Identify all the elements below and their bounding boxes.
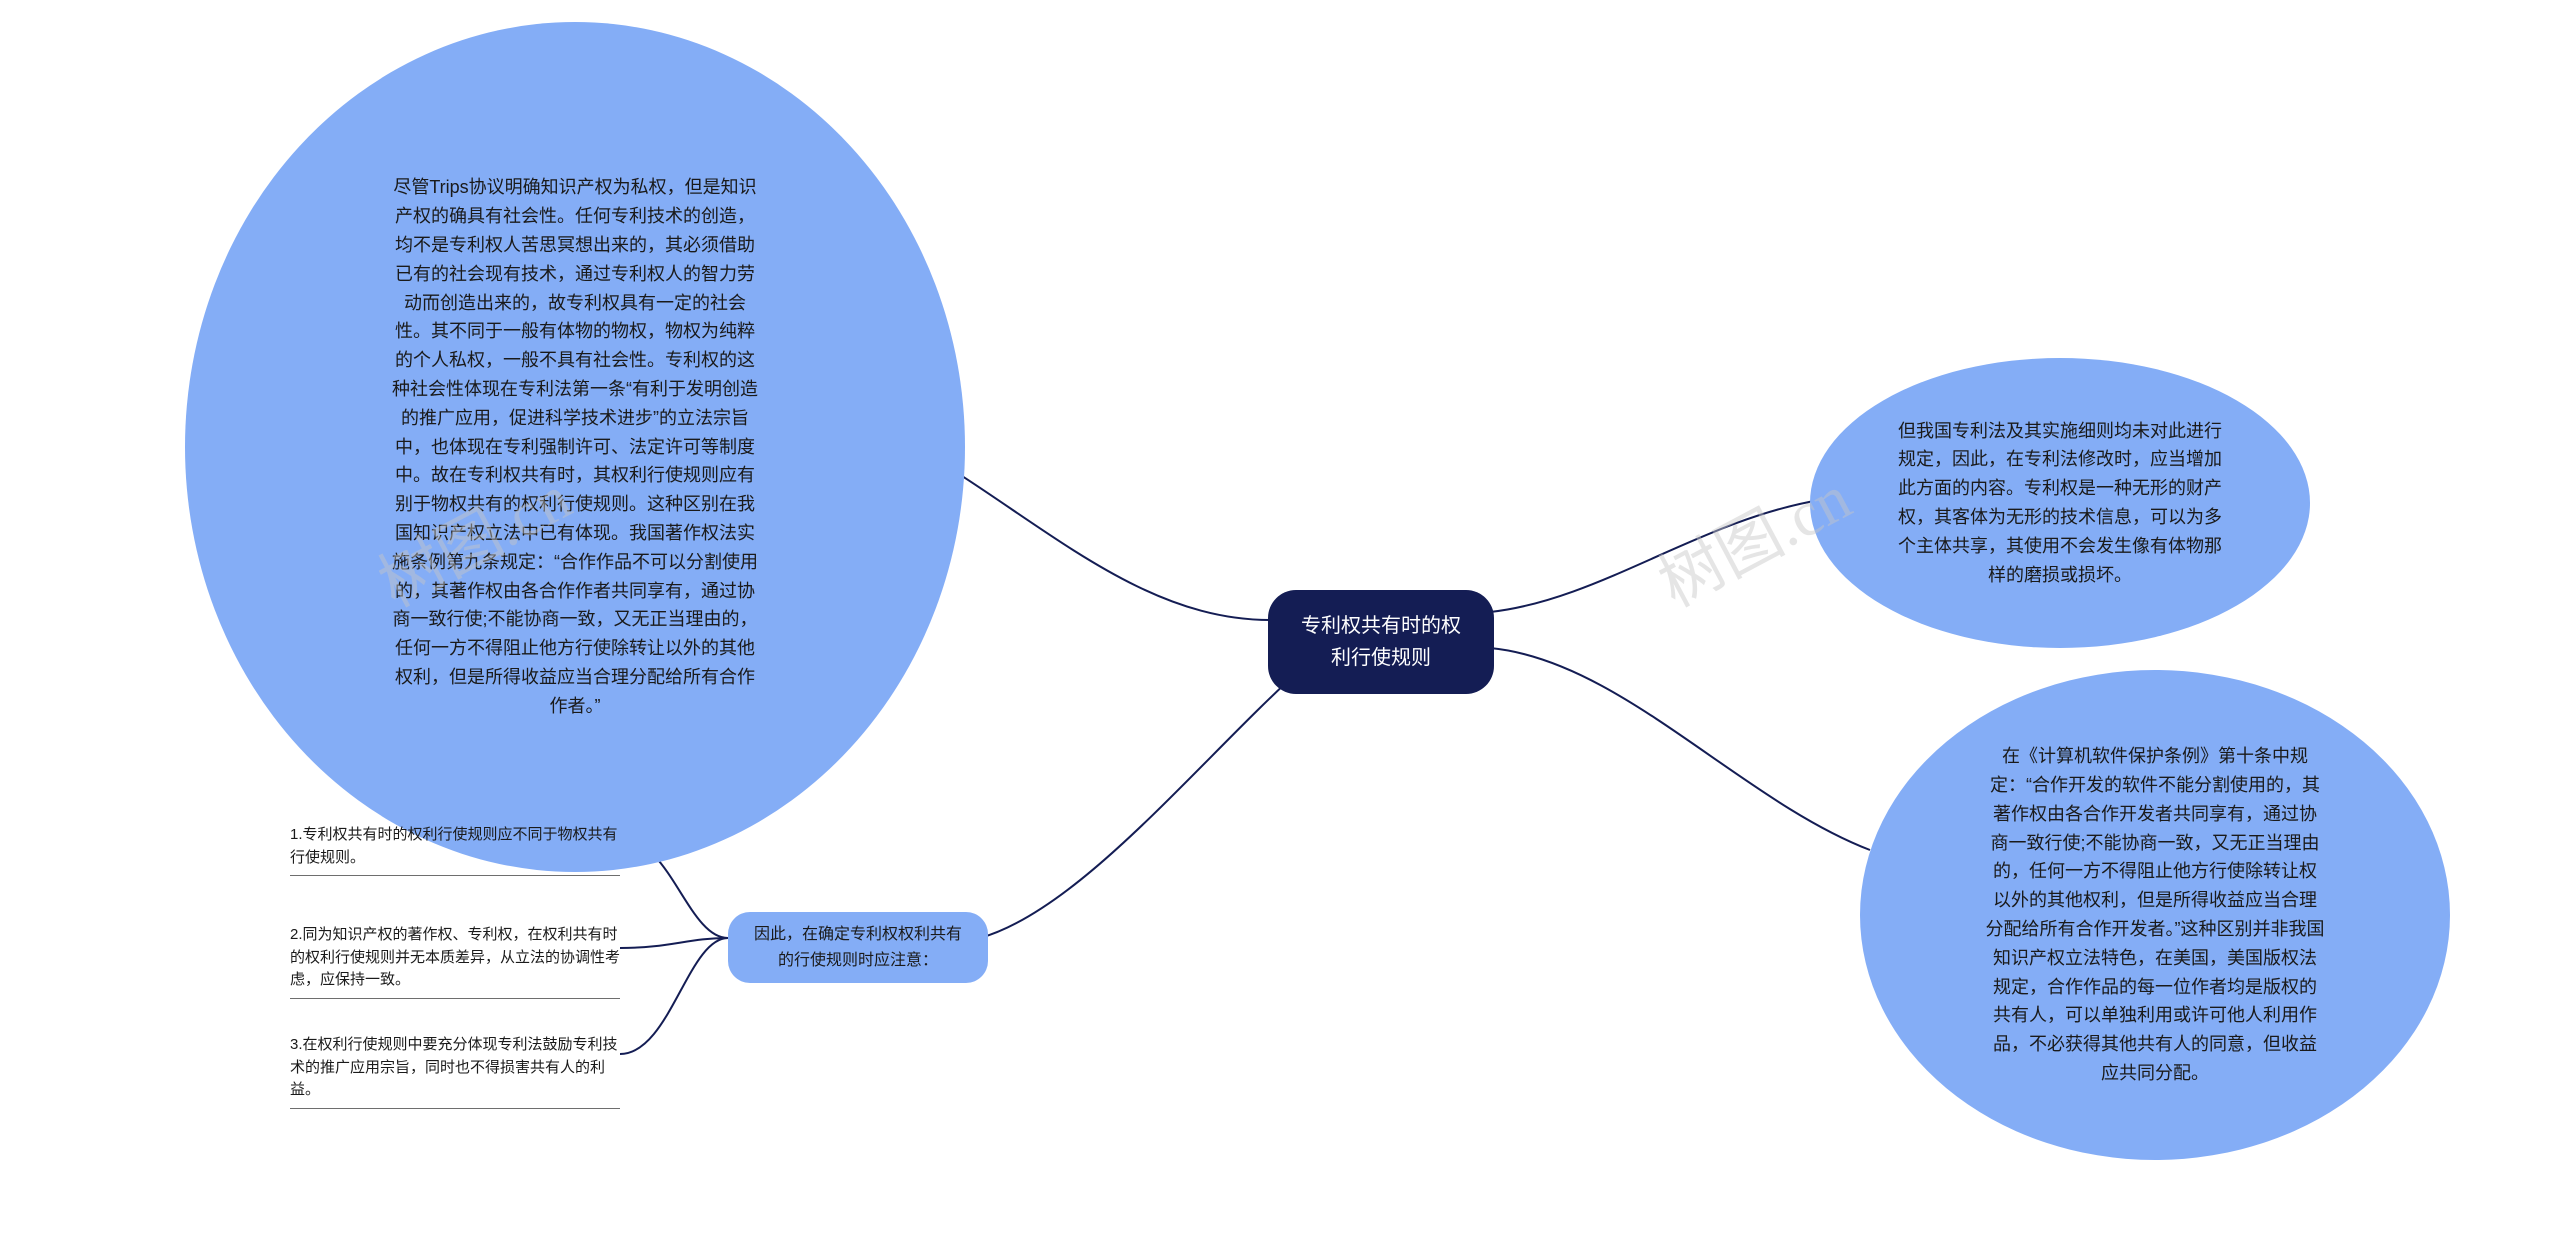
central-node-text: 专利权共有时的权利行使规则	[1298, 610, 1464, 674]
node-top-left-text: 尽管Trips协议明确知识产权为私权，但是知识产权的确具有社会性。任何专利技术的…	[390, 173, 760, 720]
node-right-upper-text: 但我国专利法及其实施细则均未对此进行规定，因此，在专利法修改时，应当增加此方面的…	[1895, 417, 2225, 590]
node-top-left: 尽管Trips协议明确知识产权为私权，但是知识产权的确具有社会性。任何专利技术的…	[185, 22, 965, 872]
leaf-3-text: 3.在权利行使规则中要充分体现专利法鼓励专利技术的推广应用宗旨，同时也不得损害共…	[290, 1034, 620, 1102]
leaf-2: 2.同为知识产权的著作权、专利权，在权利共有时的权利行使规则并无本质差异，从立法…	[290, 918, 620, 999]
node-bottom-pill: 因此，在确定专利权权利共有的行使规则时应注意：	[728, 912, 988, 983]
leaf-3: 3.在权利行使规则中要充分体现专利法鼓励专利技术的推广应用宗旨，同时也不得损害共…	[290, 1028, 620, 1109]
node-right-upper: 但我国专利法及其实施细则均未对此进行规定，因此，在专利法修改时，应当增加此方面的…	[1810, 358, 2310, 648]
node-right-lower-text: 在《计算机软件保护条例》第十条中规定：“合作开发的软件不能分割使用的，其著作权由…	[1985, 742, 2325, 1088]
central-node: 专利权共有时的权利行使规则	[1268, 590, 1494, 694]
leaf-2-text: 2.同为知识产权的著作权、专利权，在权利共有时的权利行使规则并无本质差异，从立法…	[290, 924, 620, 992]
leaf-1: 1.专利权共有时的权利行使规则应不同于物权共有行使规则。	[290, 818, 620, 876]
node-right-lower: 在《计算机软件保护条例》第十条中规定：“合作开发的软件不能分割使用的，其著作权由…	[1860, 670, 2450, 1160]
node-bottom-pill-text: 因此，在确定专利权权利共有的行使规则时应注意：	[754, 922, 962, 973]
leaf-1-text: 1.专利权共有时的权利行使规则应不同于物权共有行使规则。	[290, 824, 620, 869]
